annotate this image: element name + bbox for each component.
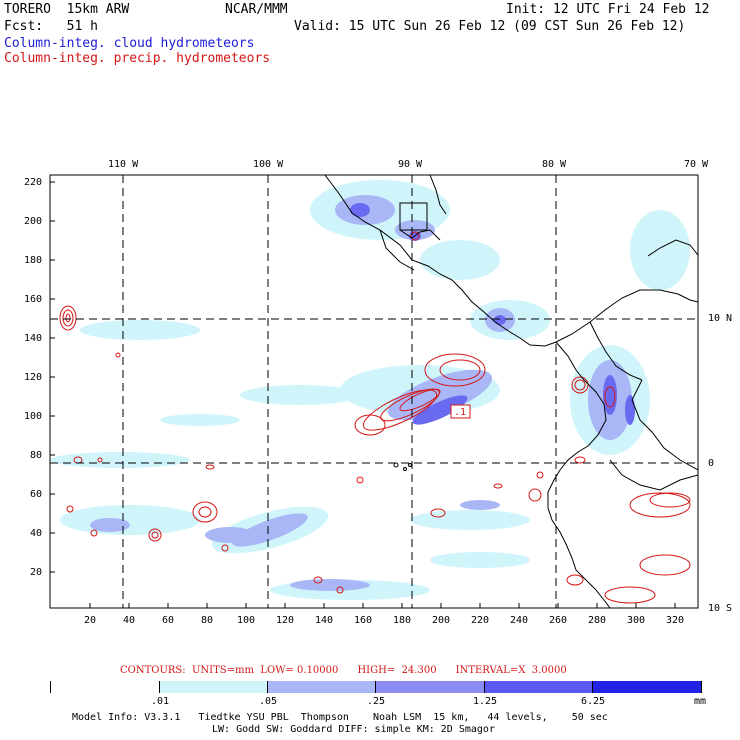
valid-time: Valid: 15 UTC Sun 26 Feb 12 (09 CST Sun … [294,19,686,34]
model-info-line2: LW: Godd SW: Goddard DIFF: simple KM: 2D… [212,724,495,735]
y-tick: 140 [24,333,43,344]
y-tick: 160 [24,294,43,305]
colorbar-segment-0 [51,681,160,693]
init-time: Init: 12 UTC Fri 24 Feb 12 [506,2,710,17]
y-tick: 200 [24,216,43,227]
x-tick: 220 [471,615,490,626]
x-tick: 240 [510,615,529,626]
x-tick: 280 [588,615,607,626]
lat-label-10s: 10 S [708,603,733,614]
max-marker: .1 [454,407,466,418]
y-tick: 180 [24,255,43,266]
center-label: NCAR/MMM [225,2,288,17]
y-tick: 120 [24,372,43,383]
model-title: TORERO 15km ARW [4,2,130,17]
x-tick: 100 [237,615,256,626]
x-tick: 180 [393,615,412,626]
field-label-cloud: Column-integ. cloud hydrometeors [4,36,255,51]
axis-ticks [50,181,676,608]
colorbar-label-125: 1.25 [472,696,498,707]
y-tick: 220 [24,177,43,188]
forecast-hour: Fcst: 51 h [4,19,98,34]
x-tick: 140 [315,615,334,626]
colorbar-segment-2 [268,681,376,693]
colorbar-unit: mm [693,696,707,707]
field-label-precip: Column-integ. precip. hydrometeors [4,51,271,66]
lat-label-10n: 10 N [708,313,733,324]
colorbar-label-625: 6.25 [580,696,606,707]
y-tick: 100 [24,411,43,422]
y-tick: 20 [30,567,43,578]
x-tick: 320 [666,615,685,626]
lon-label-110w: 110 W [108,159,139,170]
graticule [50,175,698,608]
lon-label-70w: 70 W [684,159,709,170]
x-tick: 300 [627,615,646,626]
colorbar-label-01: .01 [150,696,170,707]
y-tick: 80 [30,450,43,461]
colorbar-label-25: .25 [366,696,386,707]
cloud-shading [50,175,698,608]
model-info-line1: Model Info: V3.3.1 Tiedtke YSU PBL Thomp… [72,712,608,723]
max-marker-box [450,404,471,419]
x-tick: 120 [276,615,295,626]
x-tick: 40 [123,615,136,626]
x-tick: 260 [549,615,568,626]
colorbar-label-05: .05 [258,696,278,707]
lon-label-90w: 90 W [398,159,423,170]
colorbar-segment-4 [485,681,593,693]
lon-label-80w: 80 W [542,159,567,170]
plot-frame [49,174,699,609]
x-tick: 160 [354,615,373,626]
colorbar-segment-3 [376,681,485,693]
lon-label-100w: 100 W [253,159,284,170]
y-tick: 40 [30,528,43,539]
x-tick: 200 [432,615,451,626]
contour-info: CONTOURS: UNITS=mm LOW= 0.10000 HIGH= 24… [120,665,567,676]
x-tick: 80 [201,615,214,626]
y-tick: 60 [30,489,43,500]
x-tick: 20 [84,615,97,626]
colorbar-segment-5 [593,681,701,693]
colorbar-segment-1 [160,681,268,693]
lat-label-0: 0 [708,458,715,469]
x-tick: 60 [162,615,175,626]
